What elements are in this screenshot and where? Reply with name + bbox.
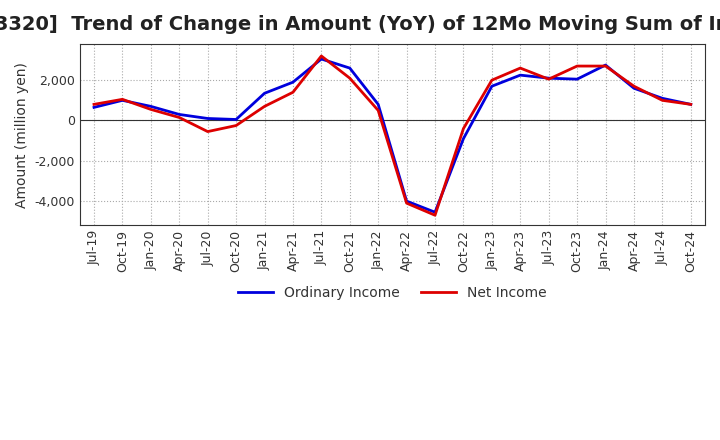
Ordinary Income xyxy=(658,95,667,101)
Net Income xyxy=(146,107,155,112)
Ordinary Income xyxy=(203,116,212,121)
Net Income xyxy=(118,97,127,102)
Net Income xyxy=(317,53,325,59)
Ordinary Income xyxy=(374,102,382,107)
Net Income xyxy=(544,77,553,82)
Net Income xyxy=(459,126,468,131)
Ordinary Income xyxy=(686,102,695,107)
Title: [3320]  Trend of Change in Amount (YoY) of 12Mo Moving Sum of Incomes: [3320] Trend of Change in Amount (YoY) o… xyxy=(0,15,720,34)
Net Income xyxy=(516,66,525,71)
Net Income xyxy=(90,102,99,107)
Net Income xyxy=(175,115,184,120)
Net Income xyxy=(431,213,439,218)
Ordinary Income xyxy=(487,84,496,89)
Net Income xyxy=(601,63,610,69)
Ordinary Income xyxy=(232,117,240,122)
Net Income xyxy=(629,84,638,89)
Ordinary Income xyxy=(459,136,468,141)
Ordinary Income xyxy=(601,62,610,68)
Legend: Ordinary Income, Net Income: Ordinary Income, Net Income xyxy=(233,280,552,305)
Ordinary Income xyxy=(346,66,354,71)
Ordinary Income xyxy=(90,105,99,110)
Net Income xyxy=(487,77,496,83)
Net Income xyxy=(203,129,212,134)
Ordinary Income xyxy=(431,209,439,215)
Ordinary Income xyxy=(260,91,269,96)
Line: Net Income: Net Income xyxy=(94,56,690,215)
Net Income xyxy=(289,90,297,95)
Net Income xyxy=(346,76,354,81)
Ordinary Income xyxy=(516,73,525,78)
Ordinary Income xyxy=(544,76,553,81)
Y-axis label: Amount (million yen): Amount (million yen) xyxy=(15,62,29,208)
Ordinary Income xyxy=(402,198,411,204)
Net Income xyxy=(402,201,411,206)
Net Income xyxy=(658,98,667,103)
Ordinary Income xyxy=(573,77,582,82)
Ordinary Income xyxy=(175,112,184,117)
Ordinary Income xyxy=(118,98,127,103)
Ordinary Income xyxy=(289,80,297,85)
Ordinary Income xyxy=(317,56,325,62)
Net Income xyxy=(686,102,695,107)
Ordinary Income xyxy=(146,104,155,109)
Net Income xyxy=(260,104,269,109)
Ordinary Income xyxy=(629,86,638,91)
Net Income xyxy=(573,63,582,69)
Net Income xyxy=(374,108,382,113)
Net Income xyxy=(232,123,240,128)
Line: Ordinary Income: Ordinary Income xyxy=(94,59,690,212)
